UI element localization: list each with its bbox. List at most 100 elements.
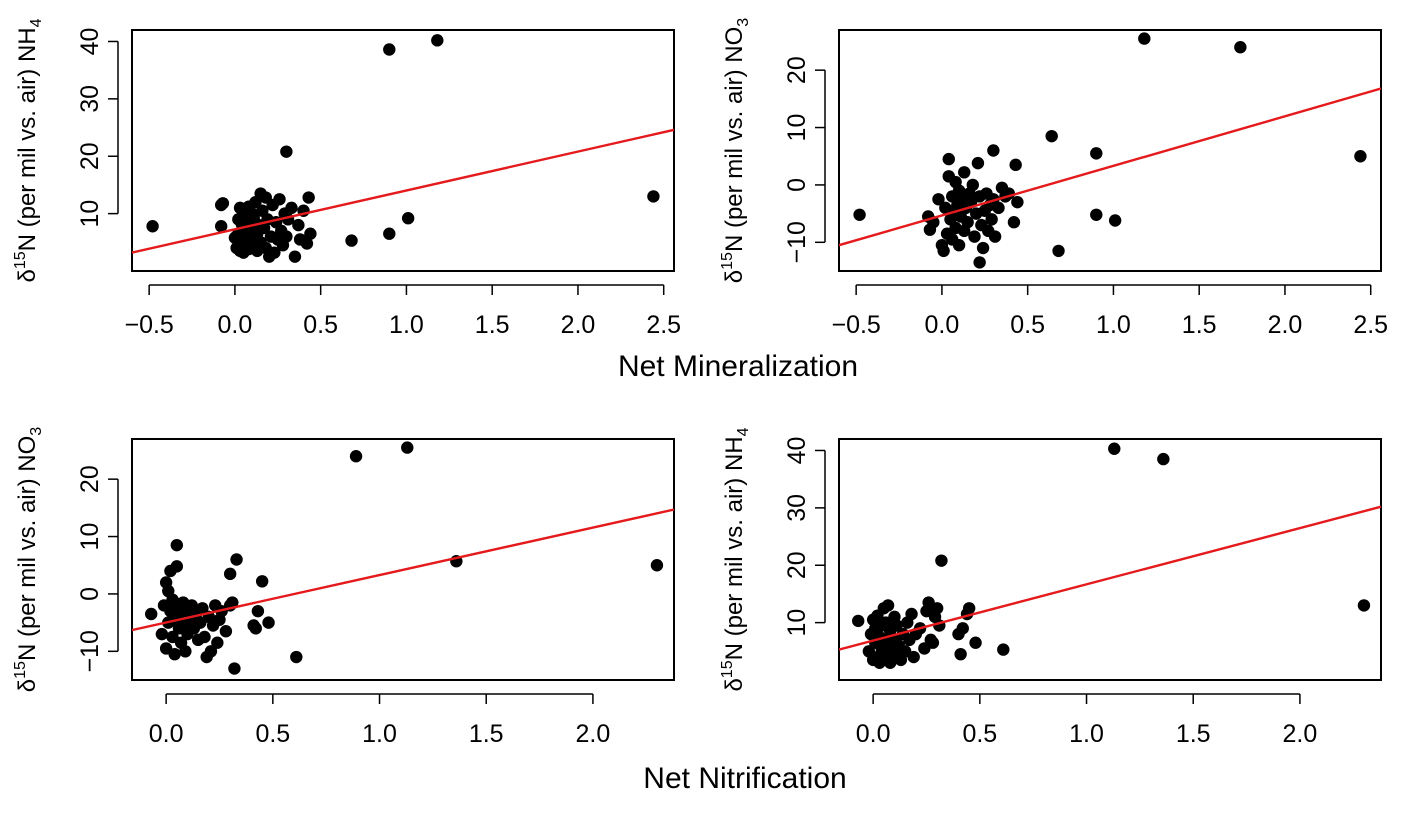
x-tick-label: 2.0	[561, 311, 596, 339]
data-point	[268, 246, 281, 259]
y-tick-label: 10	[76, 200, 104, 228]
data-point	[155, 627, 169, 641]
x-axis: 0.0 0.5 1.0 1.5 2.0	[149, 693, 610, 748]
y-tick-label: 10	[783, 609, 811, 637]
data-point	[226, 596, 239, 609]
data-point	[647, 190, 660, 203]
data-point	[401, 212, 415, 225]
data-point	[1357, 599, 1371, 612]
plot-frame	[131, 29, 675, 272]
data-point	[1234, 41, 1247, 54]
regression-line	[839, 87, 1381, 247]
data-point	[345, 234, 358, 247]
panel-top-left: −0.5 0.0 0.5 1.0 1.5 2.0 2.5 10 20 30 40 δ15N (per …	[12, 18, 681, 339]
data-point	[930, 602, 944, 615]
data-point	[650, 559, 664, 572]
data-point	[935, 554, 948, 567]
y-tick-label: 0	[783, 178, 811, 192]
data-point	[956, 622, 969, 635]
data-point	[1354, 150, 1367, 163]
data-point	[852, 614, 865, 628]
data-point	[383, 43, 396, 56]
data-point	[1157, 452, 1170, 466]
y-tick-label: 40	[76, 28, 104, 56]
data-point	[214, 220, 228, 233]
y-tick-label: 20	[76, 465, 104, 493]
x-tick-label: 1.5	[1182, 311, 1217, 339]
data-point	[198, 630, 211, 644]
y-tick-label: 20	[76, 142, 104, 170]
data-point	[884, 656, 897, 669]
y-axis: −10 0 10 20	[783, 56, 826, 264]
data-point	[292, 218, 305, 232]
y-axis-label: δ15N (per mil vs. air) NH4	[12, 18, 45, 282]
data-point	[1007, 216, 1021, 229]
x-tick-label: 1.5	[469, 720, 504, 748]
data-point	[962, 602, 976, 615]
data-point	[973, 256, 986, 269]
data-point	[302, 191, 315, 204]
data-point	[285, 201, 298, 215]
data-point	[170, 560, 184, 573]
x-axis: −0.5 0.0 0.5 1.0 1.5 2.0 2.5	[124, 284, 681, 339]
data-point	[431, 34, 444, 47]
data-point	[290, 650, 303, 664]
x-tick-label: −0.5	[124, 311, 173, 339]
y-tick-label: 20	[783, 551, 811, 579]
x-tick-label: 2.0	[1268, 311, 1303, 339]
regression-line	[132, 128, 674, 254]
x-tick-label: 0.0	[218, 311, 253, 339]
data-point	[968, 230, 981, 243]
data-points	[853, 32, 1367, 269]
data-point	[170, 538, 184, 552]
x-tick-label: −0.5	[831, 311, 880, 339]
x-tick-label: 1.5	[475, 311, 510, 339]
x-tick-label: 0.0	[149, 720, 184, 748]
x-axis-label-mineralization: Net Mineralization	[617, 350, 859, 383]
data-point	[168, 647, 181, 661]
data-point	[969, 636, 982, 649]
y-tick-label: 10	[783, 114, 811, 142]
data-point	[907, 650, 920, 664]
data-point	[1138, 32, 1151, 45]
y-tick-label: 30	[76, 85, 104, 113]
x-tick-label: 1.0	[1096, 311, 1131, 339]
data-point	[942, 152, 955, 166]
data-point	[1045, 129, 1058, 143]
data-point	[230, 553, 243, 566]
data-point	[932, 193, 945, 206]
data-point	[926, 636, 940, 649]
data-point	[905, 607, 918, 621]
y-tick-label: 10	[76, 523, 104, 551]
y-tick-label: 30	[783, 494, 811, 522]
data-point	[1108, 214, 1122, 227]
data-point	[1011, 195, 1024, 209]
data-point	[300, 237, 314, 250]
plot-frame	[131, 438, 675, 681]
x-tick-label: 0.5	[255, 720, 290, 748]
data-point	[992, 201, 1005, 215]
y-tick-label: −10	[76, 630, 104, 672]
x-axis: −0.5 0.0 0.5 1.0 1.5 2.0 2.5	[831, 284, 1388, 339]
data-point	[280, 145, 293, 158]
data-point	[1108, 442, 1121, 455]
data-point	[881, 599, 895, 612]
y-tick-label: 0	[76, 587, 104, 601]
y-tick-label: 40	[783, 437, 811, 465]
data-point	[1009, 158, 1022, 172]
data-point	[304, 227, 317, 240]
x-tick-label: 1.0	[362, 720, 397, 748]
x-tick-label: 2.5	[1353, 311, 1388, 339]
data-point	[249, 622, 262, 635]
x-tick-label: 2.5	[646, 311, 681, 339]
data-point	[987, 144, 1000, 157]
x-tick-label: 2.0	[1283, 720, 1318, 748]
data-point	[952, 238, 966, 252]
regression-line	[839, 505, 1381, 651]
data-point	[954, 647, 967, 661]
regression-line	[132, 508, 674, 632]
x-tick-label: 0.5	[303, 311, 338, 339]
data-point	[211, 636, 224, 649]
y-axis: −10 0 10 20	[76, 465, 119, 673]
data-points	[145, 441, 664, 675]
